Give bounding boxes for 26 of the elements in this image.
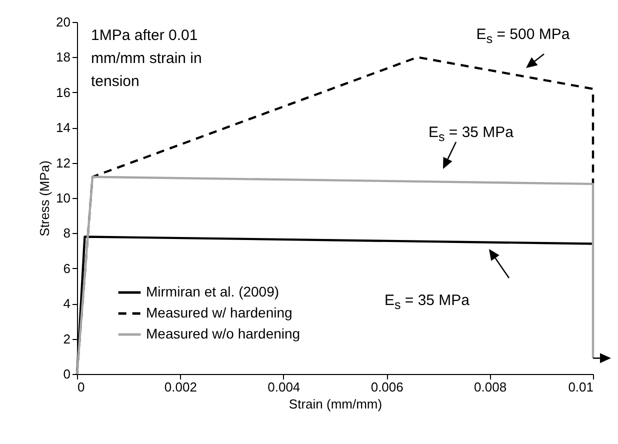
x-tick-label: 0.002 bbox=[164, 380, 197, 394]
y-tick-label: 10 bbox=[56, 190, 70, 206]
y-tick-label: 18 bbox=[56, 50, 70, 65]
annotation: E$_{s}$ = 500 MPa bbox=[476, 26, 570, 46]
y-tick-label: 2 bbox=[63, 331, 70, 346]
y-axis-title: Stress (MPa) bbox=[37, 160, 52, 236]
annotation: E$_{s}$ = 35 MPa bbox=[428, 124, 514, 144]
x-tick-label: 0.008 bbox=[474, 380, 507, 394]
x-tick-label: 0 bbox=[78, 380, 85, 394]
x-tick-label: 0.004 bbox=[268, 380, 300, 394]
y-tick-label: 4 bbox=[63, 296, 70, 312]
y-tick-label: 16 bbox=[56, 84, 70, 100]
x-axis-title: Strain (mm/mm) bbox=[288, 396, 382, 412]
y-tick-label: 8 bbox=[63, 226, 70, 241]
legend-label: Measured w/ hardening bbox=[146, 304, 292, 320]
y-tick-label: 14 bbox=[56, 120, 70, 136]
x-tick-label: 0.01 bbox=[568, 380, 594, 394]
annotation: 1MPa after 0.01 mm/mm strain in tension bbox=[91, 26, 203, 92]
y-tick-label: 6 bbox=[63, 260, 70, 276]
x-tick-label: 0.006 bbox=[370, 380, 404, 394]
annotation: E$_{s}$ = 35 MPa bbox=[384, 292, 470, 312]
y-tick-label: 12 bbox=[56, 155, 70, 170]
legend-label: Mirmiran et al. (2009) bbox=[146, 284, 280, 300]
legend-label: Measured w/o hardening bbox=[146, 326, 300, 342]
y-tick-label: 0 bbox=[63, 366, 70, 382]
y-tick-label: 20 bbox=[56, 14, 70, 30]
